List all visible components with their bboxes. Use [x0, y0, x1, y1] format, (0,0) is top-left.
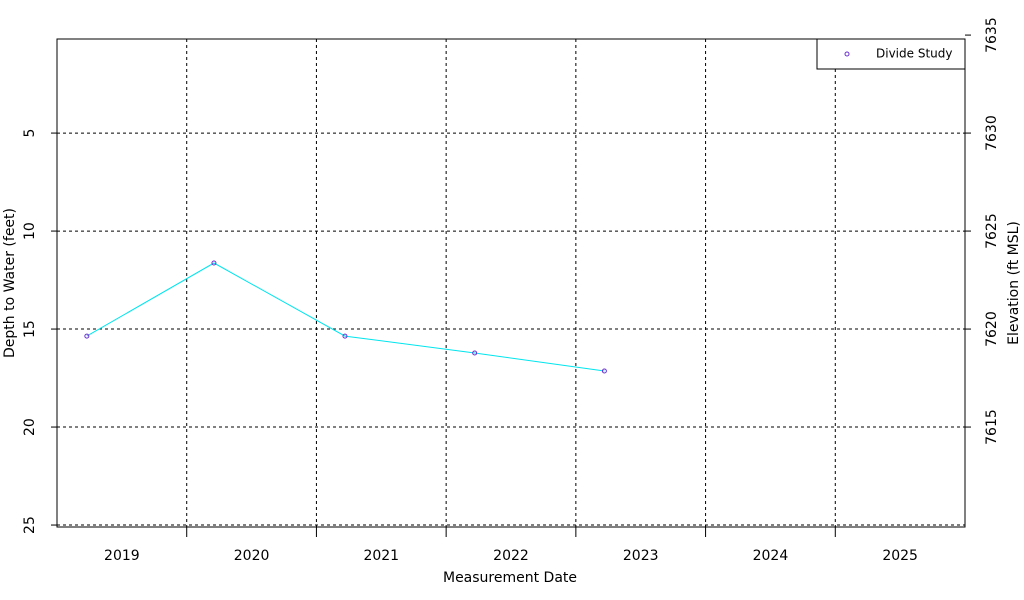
data-point	[601, 368, 607, 374]
data-point	[342, 333, 348, 339]
y2-tick-label: 7635	[984, 17, 1000, 53]
y-tick-label: 5	[22, 129, 38, 138]
legend-label: Divide Study	[876, 47, 952, 61]
y-axis-label: Depth to Water (feet)	[2, 208, 18, 358]
x-axis-label: Measurement Date	[443, 570, 577, 586]
x-tick-label: 2020	[234, 548, 270, 564]
x-tick-label: 2024	[753, 548, 789, 564]
x-tick-label: 2019	[104, 548, 140, 564]
y-tick-label: 15	[22, 320, 38, 338]
data-point	[84, 333, 90, 339]
data-point	[472, 350, 478, 356]
data-point	[211, 260, 217, 266]
x-tick-label: 2022	[493, 548, 529, 564]
x-tick-label: 2025	[882, 548, 918, 564]
x-tick-label: 2021	[363, 548, 399, 564]
y-tick-label: 10	[22, 222, 38, 240]
y2-tick-label: 7630	[984, 115, 1000, 151]
x-tick-label: 2023	[623, 548, 659, 564]
legend-box	[816, 38, 966, 70]
y-tick-label: 20	[22, 418, 38, 436]
y2-tick-label: 7620	[984, 311, 1000, 347]
y2-tick-label: 7625	[984, 213, 1000, 249]
y2-tick-label: 7615	[984, 409, 1000, 445]
plot-frame	[56, 38, 966, 528]
y-tick-label: 25	[22, 516, 38, 534]
legend-marker	[844, 51, 850, 57]
y2-axis-label: Elevation (ft MSL)	[1006, 221, 1022, 345]
series-line	[86, 262, 605, 372]
